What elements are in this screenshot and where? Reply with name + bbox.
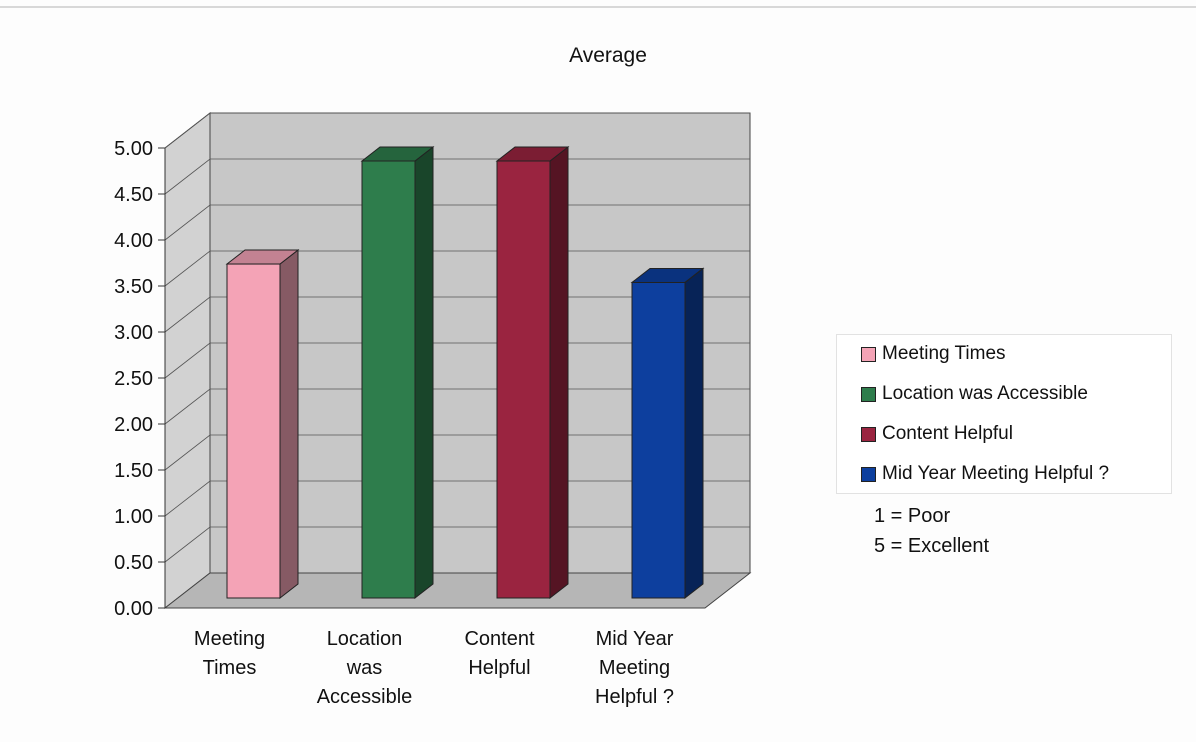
gridline [164, 480, 750, 517]
x-tick-label: Times [203, 657, 257, 679]
chart-title: Average [569, 44, 647, 67]
gridlines [164, 112, 750, 563]
scale-note-excellent: 5 = Excellent [874, 535, 990, 557]
legend-swatch [861, 426, 876, 442]
legend-item-mid-year-meeting-helpful: Mid Year Meeting Helpful ? [861, 461, 1109, 487]
legend-label: Location was Accessible [882, 383, 1088, 404]
legend-label: Content Helpful [882, 423, 1013, 444]
legend-swatch [861, 346, 876, 362]
y-tick-label: 1.00 [114, 506, 153, 528]
x-tick-label: Accessible [317, 686, 413, 708]
scale-note-poor: 1 = Poor [874, 505, 951, 527]
bar-side [279, 249, 299, 600]
y-tick-label: 3.00 [114, 322, 153, 344]
legend-item-location-was-accessible: Location was Accessible [861, 381, 1088, 407]
y-tick-label: 2.50 [114, 368, 153, 390]
y-tick-label: 5.00 [114, 138, 153, 160]
y-axis: 0.00 0.50 1.00 1.50 2.00 2.50 3.00 3.50 4.00 4.50… [114, 138, 166, 620]
y-tick-label: 1.50 [114, 460, 153, 482]
bar-front [361, 160, 416, 599]
gridline [164, 296, 750, 333]
gridline [164, 158, 750, 195]
bar-top [225, 249, 300, 265]
bar-front [631, 281, 686, 599]
legend-label: Mid Year Meeting Helpful ? [882, 463, 1110, 484]
x-tick-label: was [346, 657, 383, 679]
bar-top [630, 267, 705, 283]
x-tick-label: Location [327, 628, 403, 650]
bar-location-was-accessible [360, 145, 435, 600]
legend-swatch [861, 386, 876, 402]
legend-swatch [861, 466, 876, 482]
legend-item-meeting-times: Meeting Times [861, 341, 1006, 367]
y-tick-label: 2.00 [114, 414, 153, 436]
top-border-line [0, 6, 1196, 8]
y-tick-label: 0.00 [114, 598, 153, 620]
gridline [164, 434, 750, 471]
legend-item-content-helpful: Content Helpful [861, 421, 1013, 447]
bar-content-helpful [495, 145, 570, 600]
bar-top [495, 146, 570, 162]
x-tick-label: Helpful [468, 657, 530, 679]
y-tick-label: 0.50 [114, 552, 153, 574]
bar-front [226, 263, 281, 599]
y-tick-label: 4.00 [114, 230, 153, 252]
y-tick-label: 3.50 [114, 276, 153, 298]
bar-side [414, 145, 434, 600]
bar-mid-year-meeting-helpful [630, 267, 705, 600]
legend: Meeting Times Location was Accessible Co… [836, 334, 1172, 494]
x-tick-label: Content [464, 628, 534, 650]
gridline [164, 112, 750, 149]
gridline [164, 250, 750, 287]
x-tick-label: Helpful ? [595, 686, 674, 708]
x-tick-label: Meeting [194, 628, 265, 650]
bars [225, 145, 705, 600]
x-tick-label: Mid Year [596, 628, 674, 650]
x-tick-label: Meeting [599, 657, 670, 679]
bar-top [360, 146, 435, 162]
bar-side [684, 267, 704, 600]
bar-front [496, 160, 551, 599]
gridline [164, 204, 750, 241]
plot-floor [163, 572, 752, 609]
gridline [164, 526, 750, 563]
bar-chart: Average 0.00 0.50 1.00 1.50 2.00 2.50 3.00 3.50… [114, 44, 752, 708]
bar-meeting-times [225, 249, 300, 600]
gridline [164, 342, 750, 379]
legend-label: Meeting Times [882, 343, 1006, 364]
gridline [164, 388, 750, 425]
y-tick-label: 4.50 [114, 184, 153, 206]
bar-side [549, 145, 569, 600]
x-axis-labels: Meeting Times Location was Accessible Content… [194, 628, 674, 708]
